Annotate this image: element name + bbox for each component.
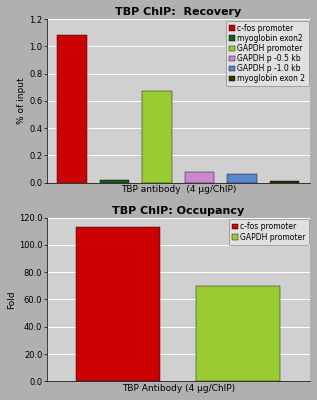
Bar [270,181,300,183]
Legend: c-fos promoter, myoglobin exon2, GAPDH promoter, GAPDH p -0.5 kb, GAPDH p -1.0 k: c-fos promoter, myoglobin exon2, GAPDH p… [226,21,308,86]
Bar [227,174,257,183]
Bar [57,36,87,183]
Legend: c-fos promoter, GAPDH promoter: c-fos promoter, GAPDH promoter [229,219,308,245]
Title: TBP ChIP: Occupancy: TBP ChIP: Occupancy [112,206,244,216]
Bar [185,172,214,183]
Bar [196,286,280,381]
Y-axis label: % of input: % of input [17,78,26,124]
Bar [76,227,160,381]
Bar [100,180,129,183]
Bar [142,91,172,183]
X-axis label: TBP antibody  (4 μg/ChIP): TBP antibody (4 μg/ChIP) [120,186,236,194]
Y-axis label: Fold: Fold [7,290,16,309]
X-axis label: TBP Antibody (4 μg/ChIP): TBP Antibody (4 μg/ChIP) [122,384,235,393]
Title: TBP ChIP:  Recovery: TBP ChIP: Recovery [115,7,242,17]
